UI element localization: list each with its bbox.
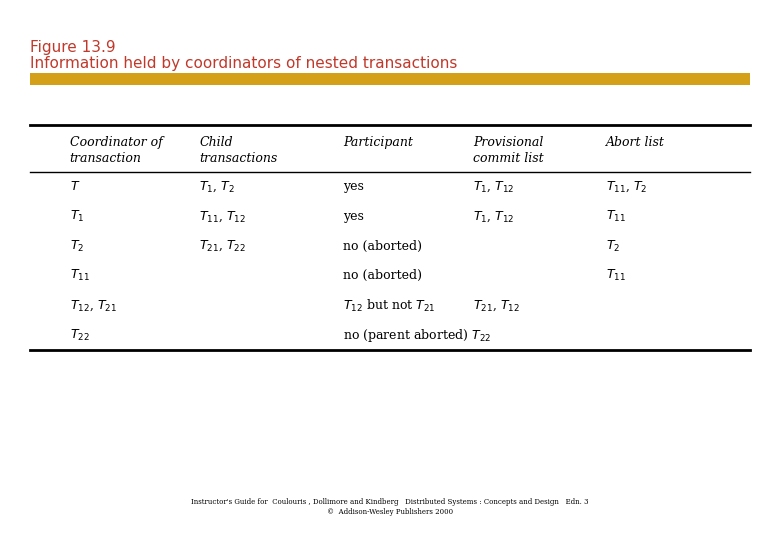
Text: transactions: transactions bbox=[199, 152, 278, 165]
Text: no (aborted): no (aborted) bbox=[343, 240, 422, 253]
Text: no (aborted): no (aborted) bbox=[343, 269, 422, 282]
Bar bbox=[30, 73, 750, 85]
Text: Information held by coordinators of nested transactions: Information held by coordinators of nest… bbox=[30, 56, 457, 71]
Text: Child: Child bbox=[199, 136, 232, 149]
Text: transaction: transaction bbox=[69, 152, 141, 165]
Text: ©  Addison-Wesley Publishers 2000: © Addison-Wesley Publishers 2000 bbox=[327, 508, 453, 516]
Text: $T_{11}$, $T_{12}$: $T_{11}$, $T_{12}$ bbox=[199, 210, 246, 224]
Text: $T_{22}$: $T_{22}$ bbox=[69, 328, 90, 343]
Text: $T_{11}$: $T_{11}$ bbox=[69, 268, 90, 284]
Text: yes: yes bbox=[343, 180, 364, 193]
Text: Coordinator of: Coordinator of bbox=[69, 136, 162, 149]
Text: commit list: commit list bbox=[473, 152, 544, 165]
Text: $T_{11}$: $T_{11}$ bbox=[606, 268, 626, 284]
Text: $T_2$: $T_2$ bbox=[606, 239, 620, 254]
Text: $T_{11}$: $T_{11}$ bbox=[606, 209, 626, 224]
Text: $T_{21}$, $T_{12}$: $T_{21}$, $T_{12}$ bbox=[473, 298, 519, 313]
Text: $T_1$, $T_2$: $T_1$, $T_2$ bbox=[199, 180, 235, 194]
Text: no (parent aborted) $T_{22}$: no (parent aborted) $T_{22}$ bbox=[343, 327, 491, 343]
Text: Provisional: Provisional bbox=[473, 136, 543, 149]
Text: yes: yes bbox=[343, 210, 364, 223]
Text: $T_2$: $T_2$ bbox=[69, 239, 83, 254]
Text: $T_{21}$, $T_{22}$: $T_{21}$, $T_{22}$ bbox=[199, 239, 246, 253]
Text: $T_1$, $T_{12}$: $T_1$, $T_{12}$ bbox=[473, 210, 514, 224]
Text: Figure 13.9: Figure 13.9 bbox=[30, 40, 115, 55]
Text: Participant: Participant bbox=[343, 136, 413, 149]
Text: $T_1$: $T_1$ bbox=[69, 209, 84, 224]
Text: Instructor's Guide for  Coulouris , Dollimore and Kindberg   Distributed Systems: Instructor's Guide for Coulouris , Dolli… bbox=[191, 498, 589, 506]
Text: $T_{11}$, $T_2$: $T_{11}$, $T_2$ bbox=[606, 180, 647, 194]
Text: $T_1$, $T_{12}$: $T_1$, $T_{12}$ bbox=[473, 180, 514, 194]
Text: $T$: $T$ bbox=[69, 180, 80, 193]
Text: Abort list: Abort list bbox=[606, 136, 665, 149]
Text: $T_{12}$ but not $T_{21}$: $T_{12}$ but not $T_{21}$ bbox=[343, 298, 436, 314]
Text: $T_{12}$, $T_{21}$: $T_{12}$, $T_{21}$ bbox=[69, 298, 116, 313]
